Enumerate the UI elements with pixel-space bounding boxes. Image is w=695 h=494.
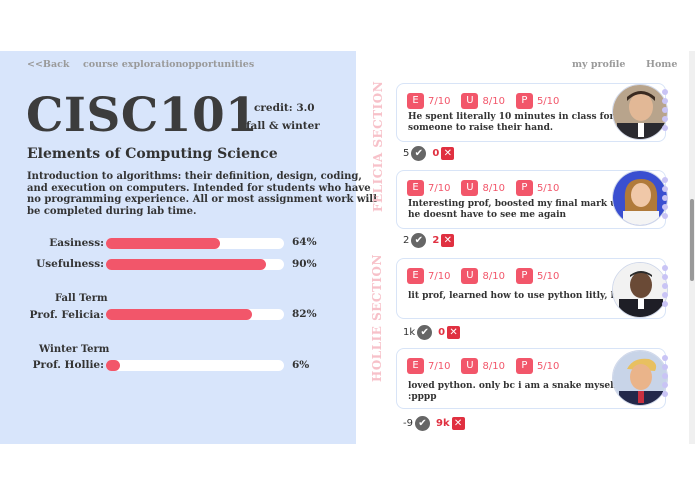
felicia-section-label: FELICIA SECTION bbox=[371, 80, 385, 212]
reviewer-avatar bbox=[612, 170, 668, 226]
downvote-x-icon[interactable]: ✕ bbox=[451, 417, 465, 430]
downvote-x-icon[interactable]: ✕ bbox=[441, 234, 455, 247]
rating-chips: E 7/10 U 8/10 P 5/10 bbox=[407, 268, 570, 284]
back-link[interactable]: <<Back bbox=[27, 59, 70, 70]
course-description: Introduction to algorithms: their defini… bbox=[27, 171, 377, 217]
upvote-count: 1k bbox=[403, 327, 416, 338]
hollie-bar bbox=[106, 360, 284, 371]
course-credit: credit: 3.0 bbox=[254, 102, 315, 114]
prof-badge: P bbox=[515, 358, 533, 374]
review-vote-row: 1k ✔ 0 ✕ bbox=[403, 325, 461, 340]
reviewer-avatar bbox=[612, 84, 668, 140]
upvote-count: 5 bbox=[403, 148, 410, 159]
hollie-percent: 6% bbox=[292, 359, 310, 371]
my-profile-link[interactable]: my profile bbox=[572, 59, 626, 70]
usefulness-label: Usefulness: bbox=[36, 258, 104, 270]
downvote-count: 9k bbox=[435, 418, 450, 429]
prof-rating: 5/10 bbox=[536, 270, 560, 282]
course-terms: fall & winter bbox=[246, 120, 320, 132]
fall-term-heading: Fall Term bbox=[55, 293, 108, 304]
upvote-check-icon[interactable]: ✔ bbox=[414, 416, 430, 431]
usefulness-rating: 8/10 bbox=[482, 182, 505, 194]
rating-chips: E 7/10 U 8/10 P 5/10 bbox=[407, 358, 570, 374]
easiness-bar-fill bbox=[106, 238, 220, 249]
hollie-bar-fill bbox=[106, 360, 121, 371]
easiness-badge: E bbox=[407, 180, 424, 196]
reviewer-avatar bbox=[612, 350, 668, 406]
prof-rating: 5/10 bbox=[536, 95, 560, 107]
course-title: Elements of Computing Science bbox=[27, 146, 278, 162]
felicia-bar bbox=[106, 309, 284, 320]
easiness-rating: 7/10 bbox=[428, 182, 451, 194]
usefulness-bar-fill bbox=[106, 259, 267, 270]
downvote-x-icon[interactable]: ✕ bbox=[441, 147, 455, 160]
decorative-dots bbox=[662, 352, 676, 400]
usefulness-rating: 8/10 bbox=[482, 95, 505, 107]
upvote-count: 2 bbox=[403, 235, 410, 246]
course-exploration-link[interactable]: course exploration bbox=[83, 59, 183, 70]
home-link[interactable]: Home bbox=[646, 59, 678, 70]
usefulness-bar bbox=[106, 259, 284, 270]
hollie-label: Prof. Hollie: bbox=[32, 359, 104, 371]
upvote-count: -9 bbox=[403, 418, 413, 429]
felicia-bar-fill bbox=[106, 309, 252, 320]
rating-chips: E 7/10 U 8/10 P 5/10 bbox=[407, 93, 570, 109]
usefulness-rating: 8/10 bbox=[482, 360, 505, 372]
rating-chips: E 7/10 U 8/10 P 5/10 bbox=[407, 180, 570, 196]
decorative-dots bbox=[662, 174, 676, 222]
decorative-dots bbox=[662, 86, 676, 134]
downvote-x-icon[interactable]: ✕ bbox=[447, 326, 461, 339]
usefulness-badge: U bbox=[461, 180, 479, 196]
easiness-badge: E bbox=[407, 268, 424, 284]
downvote-count: 2 bbox=[432, 235, 440, 246]
upvote-check-icon[interactable]: ✔ bbox=[411, 233, 427, 248]
upvote-check-icon[interactable]: ✔ bbox=[417, 325, 433, 340]
downvote-count: 0 bbox=[432, 148, 440, 159]
opportunities-link[interactable]: opportunities bbox=[182, 59, 255, 70]
prof-rating: 5/10 bbox=[536, 182, 560, 194]
easiness-rating: 7/10 bbox=[428, 360, 451, 372]
course-code: CISC101 bbox=[26, 88, 259, 143]
hollie-section-label: HOLLIE SECTION bbox=[370, 254, 384, 382]
reviews-scrollbar[interactable] bbox=[689, 51, 695, 444]
prof-badge: P bbox=[515, 93, 533, 109]
easiness-badge: E bbox=[407, 93, 424, 109]
usefulness-badge: U bbox=[461, 268, 479, 284]
easiness-percent: 64% bbox=[292, 236, 317, 248]
usefulness-rating: 8/10 bbox=[482, 270, 505, 282]
prof-rating: 5/10 bbox=[536, 360, 560, 372]
review-vote-row: 2 ✔ 2 ✕ bbox=[403, 233, 455, 248]
review-text: lit prof, learned how to use python litl… bbox=[408, 291, 633, 301]
review-text: loved python. only bc i am a snake mysel… bbox=[408, 381, 618, 402]
easiness-bar bbox=[106, 238, 284, 249]
easiness-rating: 7/10 bbox=[428, 270, 451, 282]
decorative-dots bbox=[662, 262, 676, 310]
reviewer-avatar bbox=[612, 262, 668, 318]
felicia-label: Prof. Felicia: bbox=[29, 309, 104, 321]
usefulness-badge: U bbox=[461, 358, 479, 374]
review-text: Interesting prof, boosted my final mark … bbox=[408, 199, 638, 220]
usefulness-badge: U bbox=[461, 93, 479, 109]
prof-badge: P bbox=[515, 180, 533, 196]
winter-term-heading: Winter Term bbox=[39, 344, 110, 355]
review-vote-row: 5 ✔ 0 ✕ bbox=[403, 146, 455, 161]
review-text: He spent literally 10 minutes in class f… bbox=[408, 112, 615, 133]
felicia-percent: 82% bbox=[292, 308, 317, 320]
scrollbar-thumb[interactable] bbox=[690, 199, 694, 281]
easiness-label: Easiness: bbox=[49, 237, 104, 249]
easiness-rating: 7/10 bbox=[428, 95, 451, 107]
downvote-count: 0 bbox=[438, 327, 446, 338]
easiness-badge: E bbox=[407, 358, 424, 374]
prof-badge: P bbox=[515, 268, 533, 284]
usefulness-percent: 90% bbox=[292, 258, 317, 270]
review-vote-row: -9 ✔ 9k ✕ bbox=[403, 416, 465, 431]
upvote-check-icon[interactable]: ✔ bbox=[411, 146, 427, 161]
